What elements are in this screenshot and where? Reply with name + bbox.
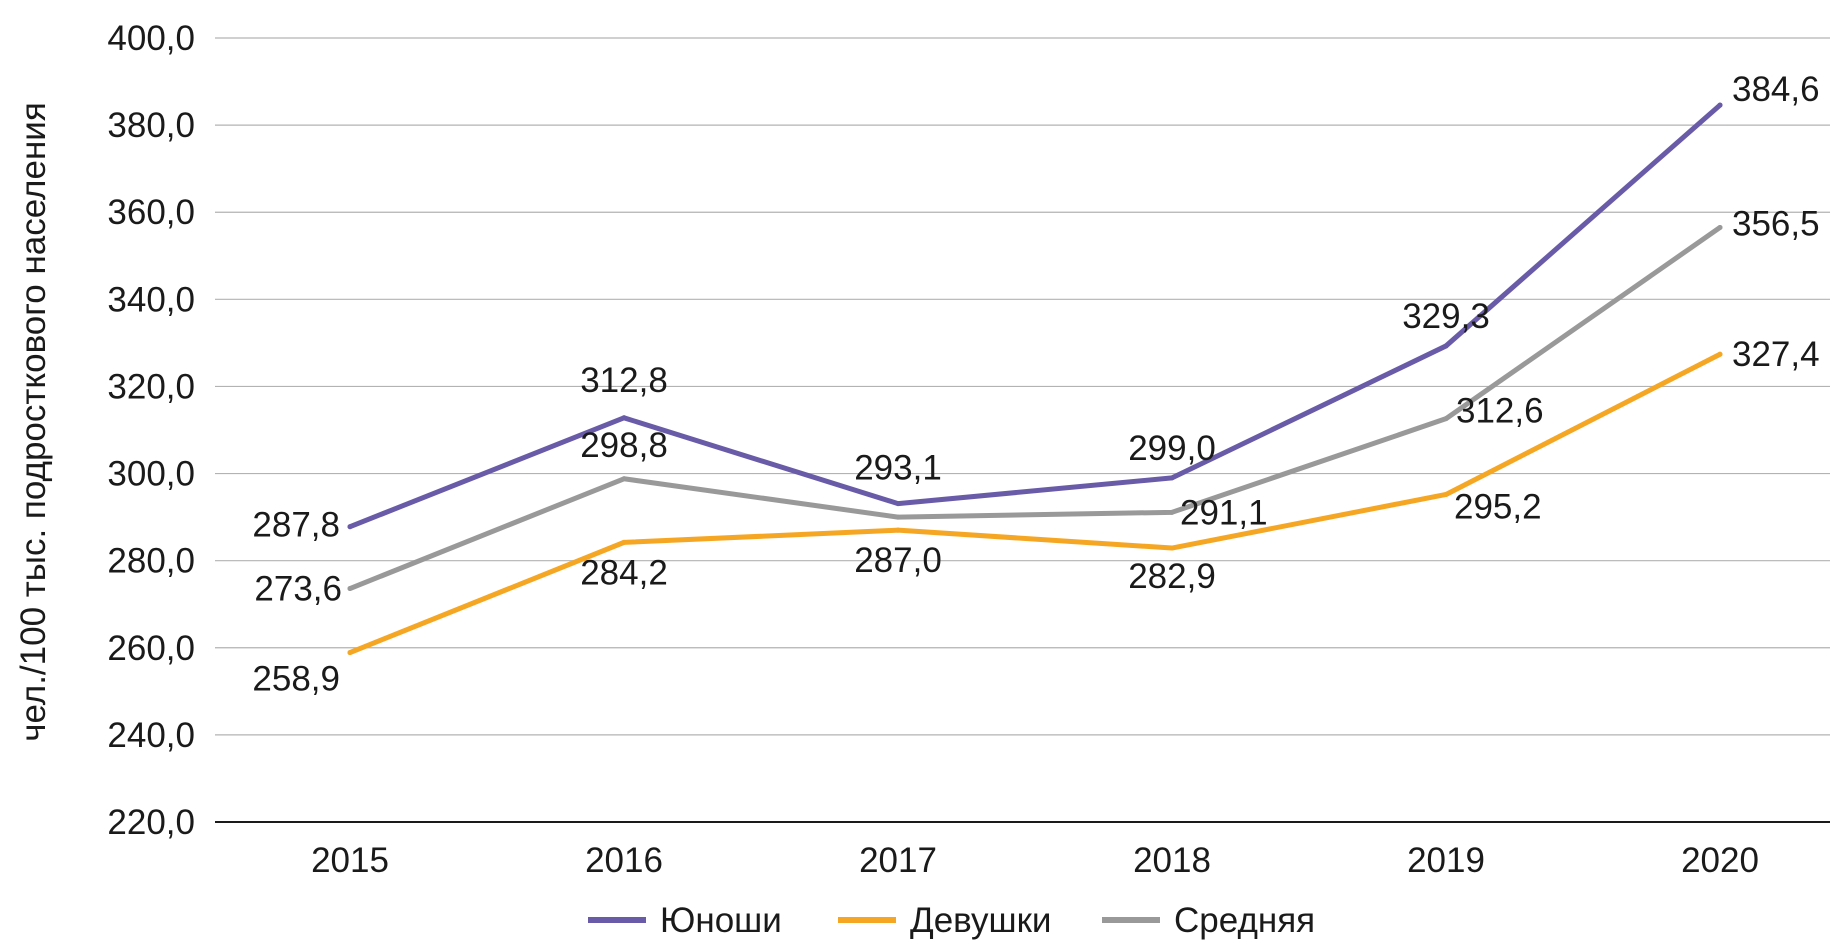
data-label: 284,2 xyxy=(580,553,668,592)
data-point xyxy=(1443,416,1449,422)
data-label: 384,6 xyxy=(1732,70,1820,109)
x-tick-label: 2020 xyxy=(1681,841,1759,880)
y-tick-label: 360,0 xyxy=(107,193,195,232)
data-point xyxy=(347,524,353,530)
data-point xyxy=(1169,509,1175,515)
data-label: 312,8 xyxy=(580,361,668,400)
data-label: 258,9 xyxy=(252,660,340,699)
data-label: 293,1 xyxy=(854,449,942,488)
y-tick-label: 260,0 xyxy=(107,629,195,668)
data-point xyxy=(895,501,901,507)
gridlines xyxy=(215,37,1830,823)
data-point xyxy=(621,539,627,545)
y-tick-label: 320,0 xyxy=(107,367,195,406)
x-axis-ticks: 2015 2016 2017 2018 2019 2020 xyxy=(311,841,1759,880)
data-label: 329,3 xyxy=(1402,297,1490,336)
data-point xyxy=(1169,545,1175,551)
data-point xyxy=(1169,475,1175,481)
data-label: 312,6 xyxy=(1456,392,1544,431)
data-labels: 287,8 312,8 293,1 299,0 329,3 384,6 258,9 284,2… xyxy=(252,70,1819,698)
data-point xyxy=(895,514,901,520)
data-label: 299,0 xyxy=(1128,429,1216,468)
series-line-2 xyxy=(347,351,1723,656)
y-tick-label: 400,0 xyxy=(107,19,195,58)
data-point xyxy=(621,476,627,482)
y-tick-label: 280,0 xyxy=(107,542,195,581)
series-line-1 xyxy=(347,102,1723,530)
legend-label-3: Средняя xyxy=(1174,901,1315,940)
data-point xyxy=(1717,224,1723,230)
x-tick-label: 2015 xyxy=(311,841,389,880)
data-point xyxy=(1443,491,1449,497)
series-lines xyxy=(347,102,1723,656)
y-tick-label: 220,0 xyxy=(107,803,195,842)
data-point xyxy=(621,415,627,421)
data-label: 356,5 xyxy=(1732,204,1820,243)
data-point xyxy=(347,586,353,592)
data-point xyxy=(895,527,901,533)
x-tick-label: 2016 xyxy=(585,841,663,880)
data-point xyxy=(347,650,353,656)
data-label: 327,4 xyxy=(1732,335,1820,374)
data-label: 298,8 xyxy=(580,426,668,465)
y-tick-label: 300,0 xyxy=(107,455,195,494)
y-axis-ticks: 220,0 240,0 260,0 280,0 300,0 320,0 340,0 360,0… xyxy=(107,19,195,842)
x-tick-label: 2018 xyxy=(1133,841,1211,880)
data-point xyxy=(1717,351,1723,357)
data-label: 273,6 xyxy=(254,570,342,609)
data-label: 287,0 xyxy=(854,541,942,580)
y-tick-label: 340,0 xyxy=(107,280,195,319)
legend-label-1: Юноши xyxy=(660,901,782,940)
series-line-3 xyxy=(347,224,1723,592)
legend: Юноши Девушки Средняя xyxy=(588,901,1315,940)
data-label: 282,9 xyxy=(1128,557,1216,596)
y-tick-label: 240,0 xyxy=(107,716,195,755)
x-tick-label: 2019 xyxy=(1407,841,1485,880)
legend-label-2: Девушки xyxy=(910,901,1051,940)
data-point xyxy=(1443,343,1449,349)
data-label: 295,2 xyxy=(1454,487,1542,526)
data-point xyxy=(1717,102,1723,108)
data-label: 287,8 xyxy=(252,506,340,545)
x-tick-label: 2017 xyxy=(859,841,937,880)
data-label: 291,1 xyxy=(1180,493,1268,532)
y-tick-label: 380,0 xyxy=(107,106,195,145)
y-axis-label: чел./100 тыс. подросткового населения xyxy=(14,102,53,742)
